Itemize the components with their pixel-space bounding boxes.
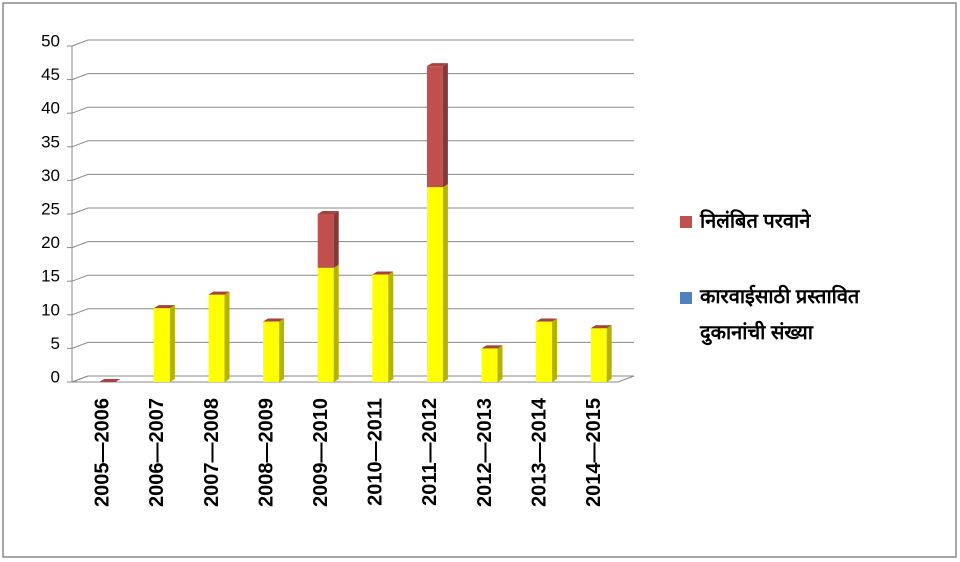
bar-side [169,305,175,382]
bar-side [333,264,339,382]
bar-front [317,267,334,382]
bar-top [536,318,558,322]
bar-top [263,318,285,322]
legend-label: निलंबित परवाने [699,208,811,232]
y-tick-label: 40 [41,99,60,118]
y-tick-label: 10 [41,300,60,319]
bar-top [481,345,503,349]
bar-side [388,271,394,382]
x-tick-label: 2008—2009 [255,398,277,507]
bar-top [590,325,612,329]
bar-front [263,321,280,382]
grid-line [71,73,634,81]
x-tick-label: 2010—2011 [365,398,387,506]
grid-line [71,274,634,282]
bar-top [426,63,448,67]
y-tick-label: 5 [51,334,60,353]
x-tick-label: 2009—2010 [310,398,332,507]
bar-segment [590,325,612,382]
bar-segment [153,305,175,309]
y-tick-label: 30 [41,166,60,185]
bar-segment [536,318,558,322]
grid-line [71,140,634,148]
y-tick-label: 50 [41,31,60,50]
legend-swatch [680,216,692,228]
bar-front [208,294,225,382]
bar-front [426,66,443,188]
bar-side [442,184,448,382]
bar-segment [263,318,285,382]
bar-side [224,291,230,382]
x-tick-label: 2011—2012 [419,398,441,506]
grid-line [71,375,634,383]
legend-label: कारवाईसाठी प्रस्तावित दुकानांची संख्या [699,284,861,346]
bar-front [590,328,607,382]
legend-swatch [680,292,692,304]
grid-line [71,341,634,349]
grid-line [71,241,634,249]
grid-line [71,173,634,181]
bar-top [317,211,339,214]
bar-top [208,291,230,295]
x-tick-label: 2013—2014 [528,397,550,507]
bar-segment [153,305,175,382]
bar-segment [208,291,230,295]
bar-segment [481,345,503,382]
bar-segment [99,379,121,382]
x-tick-label: 2007—2008 [201,398,223,507]
y-tick-label: 35 [41,132,60,151]
bar-segment [426,63,448,188]
x-tick-label: 2006—2007 [146,398,168,507]
bar-segment [263,318,285,322]
bar-side [279,318,285,382]
bar-side [442,63,448,188]
bar-front [317,214,334,268]
y-tick-label: 20 [41,233,60,252]
bar-front [426,187,443,382]
x-tick-label: 2012—2013 [474,398,496,507]
grid-line [71,39,634,47]
bar-side [497,345,503,382]
bar-top [153,305,175,309]
bar-side [552,318,558,382]
grid-line [71,308,634,316]
y-tick-label: 0 [51,367,60,386]
bar-top [99,379,121,382]
x-tick-label: 2005—2006 [92,398,114,507]
y-tick-label: 45 [41,65,60,84]
bar-side [606,325,612,382]
bar-front [372,274,389,382]
bar-segment [317,211,339,268]
bar-segment [536,318,558,382]
bar-front [536,321,553,382]
bar-top [372,271,394,275]
bar-segment [481,345,503,349]
bar-segment [372,271,394,275]
bar-segment [590,325,612,329]
bar-front [481,348,498,382]
bar-front [153,308,170,382]
bar-segment [372,271,394,382]
x-tick-label: 2014—2015 [583,398,605,507]
y-tick-label: 25 [41,199,60,218]
bar-segment [426,184,448,382]
bar-segment [208,291,230,382]
bar-segment [317,264,339,382]
grid-line [71,106,634,114]
grid-line [71,207,634,215]
y-tick-label: 15 [41,267,60,286]
bar-side [333,211,339,268]
